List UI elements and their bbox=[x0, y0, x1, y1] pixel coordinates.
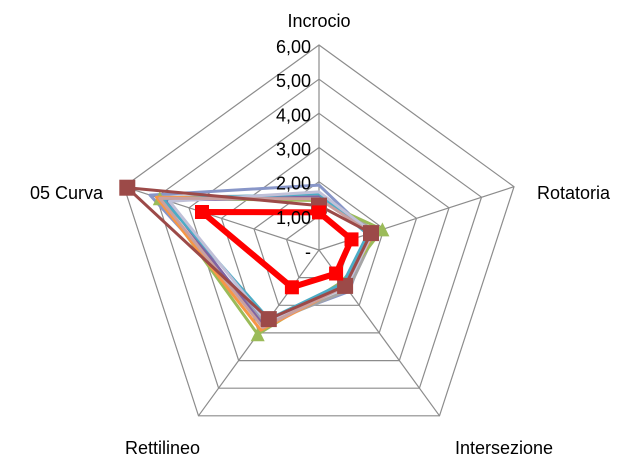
grid-ring bbox=[253, 180, 385, 306]
grid-ring bbox=[123, 44, 515, 417]
category-label: Rotatoria bbox=[537, 183, 611, 203]
data-point-marker bbox=[250, 327, 265, 342]
category-label: Rettilineo bbox=[125, 438, 200, 458]
series-10 bbox=[195, 205, 359, 295]
tick-label: 2,00 bbox=[276, 174, 311, 194]
radar-series bbox=[119, 179, 390, 342]
tick-label: - bbox=[305, 242, 311, 262]
data-point-marker bbox=[119, 179, 136, 196]
data-point-marker bbox=[344, 232, 359, 247]
radar-category-labels: Incrocio Rotatoria Intersezione Rettilineo 0… bbox=[30, 11, 611, 458]
tick-label: 4,00 bbox=[276, 105, 311, 125]
category-label: Intersezione bbox=[455, 438, 553, 458]
data-point-marker bbox=[337, 277, 354, 294]
tick-label: 1,00 bbox=[276, 208, 311, 228]
radar-tick-labels: - 1,00 2,00 3,00 4,00 5,00 6,00 bbox=[276, 37, 311, 262]
category-label: 05 Curva bbox=[30, 183, 104, 203]
series-line bbox=[125, 186, 373, 321]
data-point-marker bbox=[284, 280, 299, 295]
data-point-marker bbox=[195, 205, 209, 219]
data-point-marker bbox=[363, 225, 379, 242]
radar-grid bbox=[123, 44, 515, 417]
tick-label: 6,00 bbox=[276, 37, 311, 57]
data-point-marker bbox=[329, 266, 344, 281]
grid-ring bbox=[220, 146, 418, 334]
data-point-marker bbox=[260, 311, 277, 328]
tick-label: 3,00 bbox=[276, 140, 311, 160]
tick-label: 5,00 bbox=[276, 71, 311, 91]
grid-ring bbox=[155, 78, 483, 389]
category-label: Incrocio bbox=[287, 11, 350, 31]
data-point-marker bbox=[312, 205, 326, 220]
